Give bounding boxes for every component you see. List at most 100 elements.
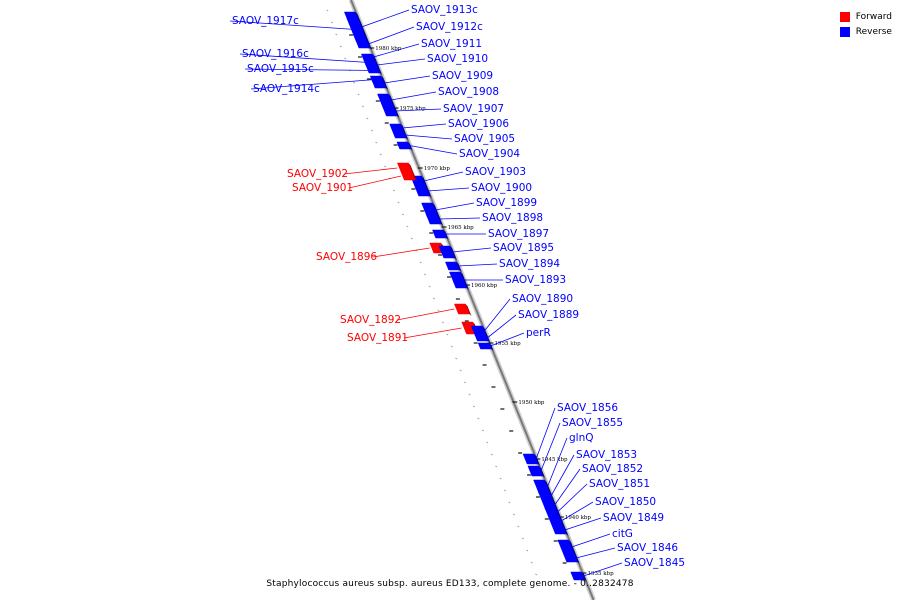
gene-label: SAOV_1900 [471, 182, 532, 194]
guide-dot [530, 561, 533, 564]
gene-label: SAOV_1905 [454, 133, 515, 145]
guide-dot [397, 201, 400, 204]
gene-label: SAOV_1895 [493, 242, 554, 254]
gene-shade [421, 176, 428, 188]
guide-dot [481, 429, 484, 432]
gene-connector [244, 68, 380, 71]
gene-shade [375, 62, 380, 70]
guide-dot [401, 213, 404, 216]
gene-label: SAOV_1906 [448, 118, 509, 130]
guide-dot [521, 537, 524, 540]
guide-dot [450, 345, 453, 348]
guide-dot [424, 273, 427, 276]
gene-label: glnQ [569, 432, 594, 444]
gene-label: SAOV_1917c [232, 15, 299, 27]
kbp-label: 1960 kbp [471, 283, 498, 289]
gene-connector [439, 217, 481, 220]
guide-dot [464, 381, 467, 384]
guide-dot [375, 141, 378, 144]
gene-shade [482, 326, 489, 338]
gene-shade [432, 203, 441, 219]
guide-dot [366, 117, 369, 120]
kbp-label: 1935 kbp [587, 571, 614, 577]
gene-connector [239, 53, 376, 64]
guide-dot [477, 417, 480, 420]
gene-shade [382, 78, 389, 90]
guide-dot [499, 477, 502, 480]
legend-forward-swatch [839, 11, 850, 22]
gene-shade [485, 335, 491, 343]
gene-shade [460, 272, 469, 290]
gene-label: SAOV_1855 [562, 417, 623, 429]
legend-forward: Forward [839, 9, 892, 24]
guide-dot [379, 153, 382, 156]
gene-label: SAOV_1851 [589, 478, 650, 490]
gene-shade [408, 163, 415, 175]
gene-shade [544, 480, 553, 496]
kbp-label: 1980 kbp [375, 46, 402, 52]
gene-label: SAOV_1892 [340, 314, 401, 326]
gene-connector [383, 75, 431, 84]
guide-dot [459, 369, 462, 372]
gene-SAOV_1902 [397, 162, 413, 174]
kbp-label: 1940 kbp [565, 515, 592, 521]
gene-connector [564, 517, 602, 531]
gene-connector [373, 43, 420, 58]
gene-label: SAOV_1915c [247, 63, 314, 75]
gene-shade [437, 214, 444, 226]
gene-connector [343, 167, 398, 175]
gene-connector [575, 547, 616, 559]
gene-connector [427, 187, 470, 192]
legend-forward-label: Forward [855, 11, 892, 22]
gene-connector [571, 533, 611, 548]
gene-shade [559, 516, 566, 528]
gene-connector [405, 134, 453, 140]
guide-dot [384, 165, 387, 168]
gene-shade [377, 68, 383, 75]
kbp-label: 1975 kbp [399, 106, 426, 112]
gene-label: SAOV_1916c [242, 48, 309, 60]
gene-connector [535, 407, 556, 460]
gene-label: SAOV_1907 [443, 103, 504, 115]
gene-label: SAOV_1846 [617, 542, 678, 554]
gene-connector [540, 422, 561, 472]
gene-connector [484, 298, 511, 332]
kbp-label: 1965 kbp [448, 225, 475, 231]
guide-dot [357, 93, 360, 96]
guide-dot [526, 549, 529, 552]
guide-dot [472, 405, 475, 408]
gene-label: SAOV_1903 [465, 166, 526, 178]
guide-dot [508, 501, 511, 504]
guide-dot [410, 237, 413, 240]
gene-connector [390, 91, 437, 101]
gene-shade [574, 554, 580, 564]
guide-dot [428, 285, 431, 288]
gene-connector [396, 308, 455, 321]
guide-dot [468, 393, 471, 396]
gene-shade [366, 40, 372, 50]
gene-shade [412, 172, 418, 182]
gene-shade [538, 466, 545, 478]
gene-connector [550, 454, 575, 497]
guide-dot [495, 465, 498, 468]
gene-label: SAOV_1889 [518, 309, 579, 321]
gene-label: SAOV_1852 [582, 463, 643, 475]
guide-dot [504, 489, 507, 492]
gene-label: SAOV_1909 [432, 70, 493, 82]
gene-connector [547, 437, 568, 488]
gene-label: SAOV_1914c [253, 83, 320, 95]
gene-label: SAOV_1853 [576, 449, 637, 461]
gene-shade [449, 246, 457, 260]
gene-connector [435, 202, 475, 211]
guide-dot [517, 525, 520, 528]
gene-shade [456, 262, 462, 272]
guide-dot [432, 297, 436, 300]
gene-label: SAOV_1891 [347, 332, 408, 344]
legend-reverse: Reverse [839, 24, 892, 39]
gene-label: SAOV_1912c [416, 21, 483, 33]
gene-label: SAOV_1890 [512, 293, 573, 305]
gene-connector [368, 26, 415, 45]
gene-connector [348, 175, 402, 189]
gene-shade [355, 12, 370, 44]
